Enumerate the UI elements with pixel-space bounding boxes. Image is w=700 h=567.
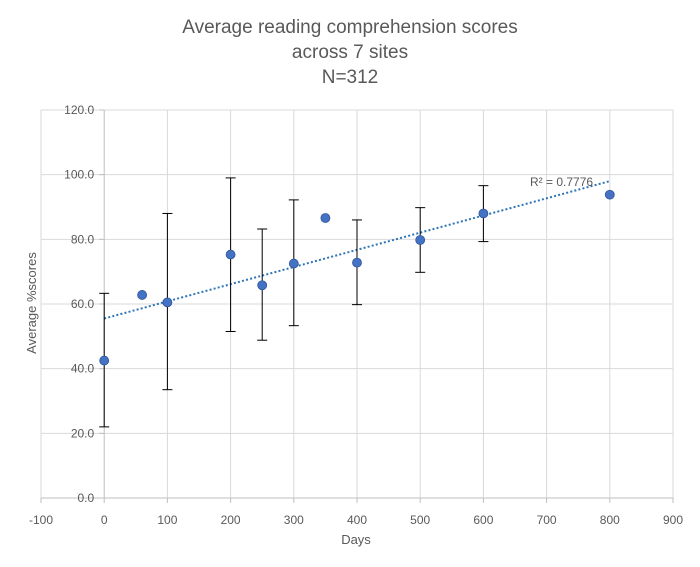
r-squared-label: R² = 0.7776 [530,175,593,189]
data-points [99,189,615,366]
y-tick-label: 40.0 [71,362,95,376]
y-tick-label: 20.0 [71,426,95,440]
data-point [320,213,331,223]
x-tick-label: 900 [663,513,683,527]
data-point [415,235,426,245]
x-tick-label: 200 [221,513,241,527]
x-tick-label: 800 [600,513,620,527]
x-axis-title: Days [341,532,371,547]
y-tick-label: 120.0 [64,103,94,117]
x-tick-label: 600 [473,513,493,527]
x-axis-tick-labels: -100 0 100 200 300 400 500 600 700 800 900 [29,513,683,527]
chart-title-line-1: Average reading comprehension scores [182,17,518,38]
y-tick-label: 100.0 [64,168,94,182]
y-axis-tick-labels: 0.0 20.0 40.0 60.0 80.0 100.0 120.0 [64,103,94,505]
y-tick-label: 0.0 [78,491,95,505]
data-point [225,249,236,260]
chart-title-line-3: N=312 [322,67,379,88]
x-tick-label: 100 [157,513,177,527]
x-tick-label: -100 [29,513,53,527]
chart-title: Average reading comprehension scores acr… [182,17,518,88]
x-tick-label: 0 [101,513,108,527]
x-tick-label: 300 [284,513,304,527]
chart-title-line-2: across 7 sites [292,42,408,63]
x-tick-label: 400 [347,513,367,527]
data-point [137,290,148,300]
data-point [257,280,268,291]
x-tick-label: 500 [410,513,430,527]
data-point [478,208,489,219]
y-tick-label: 60.0 [71,297,95,311]
data-point [99,355,110,366]
x-tick-label: 700 [537,513,557,527]
data-point [604,189,615,200]
y-axis-title: Average %scores [24,252,39,354]
data-point [288,258,299,269]
y-tick-label: 80.0 [71,232,95,246]
data-point [352,257,362,268]
data-point [162,297,173,308]
